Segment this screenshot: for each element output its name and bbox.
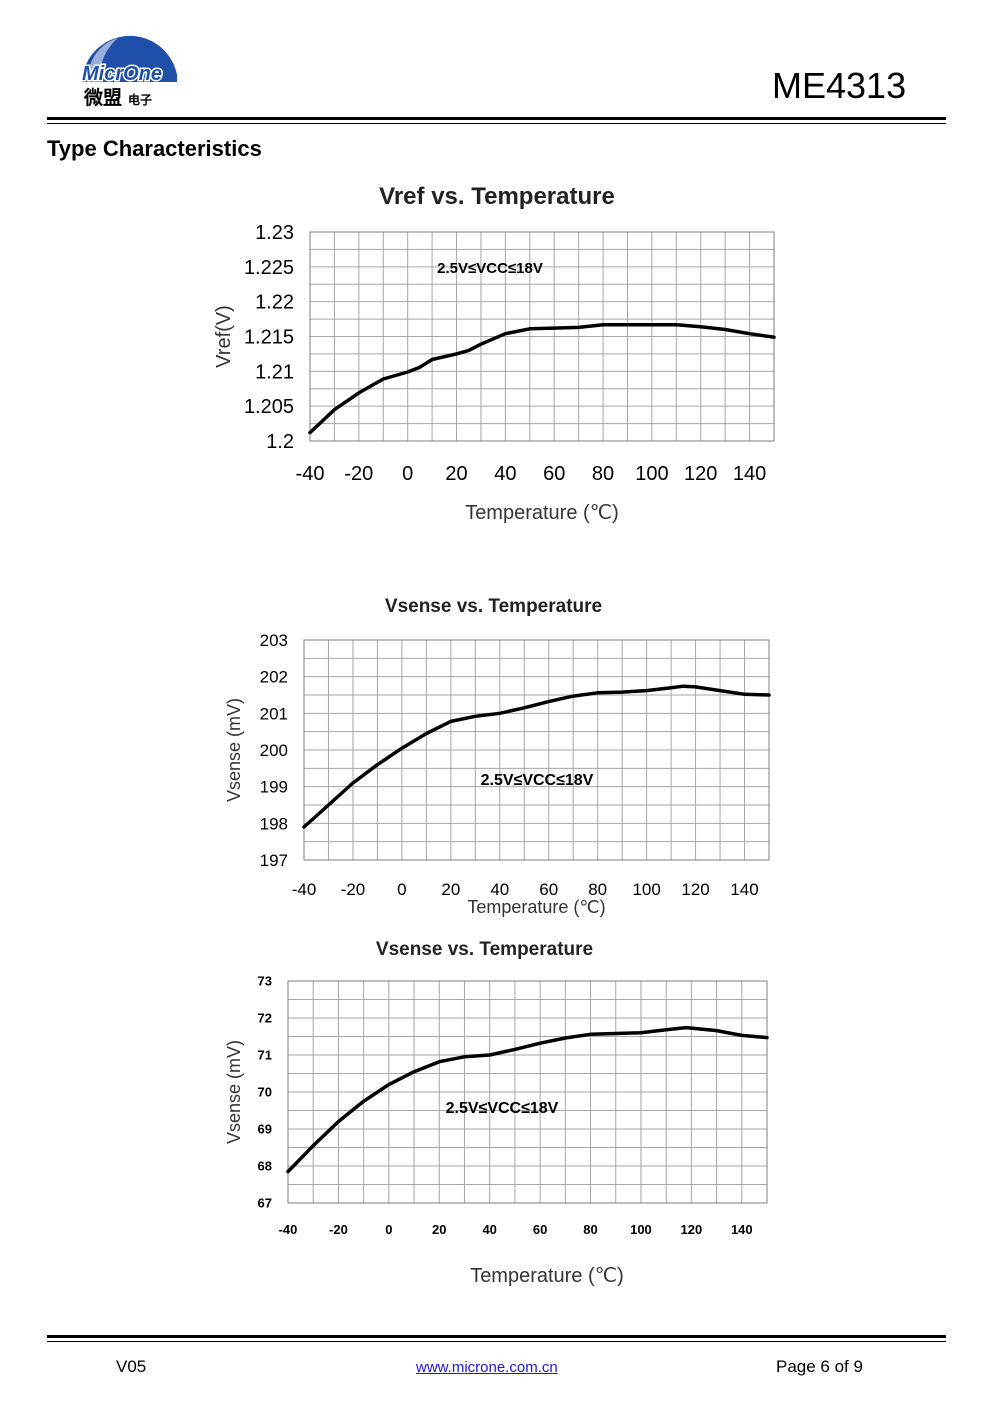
y-tick-label: 1.205 <box>244 396 294 418</box>
plot-border <box>303 639 770 861</box>
y-tick-label: 69 <box>258 1122 272 1137</box>
x-tick-label: 20 <box>441 880 460 899</box>
x-tick-label: -20 <box>341 880 366 899</box>
y-tick-label: 68 <box>258 1159 272 1174</box>
part-number: ME4313 <box>772 65 907 106</box>
x-tick-label: 60 <box>543 463 565 485</box>
x-tick-label: 140 <box>733 463 766 485</box>
x-tick-label: -20 <box>344 463 373 485</box>
condition-annotation: 2.5V≤VCC≤18V <box>481 772 594 789</box>
series-line <box>308 322 776 435</box>
y-tick-label: 72 <box>258 1011 272 1026</box>
x-tick-label: 0 <box>397 880 406 899</box>
x-tick-label: 120 <box>681 880 709 899</box>
y-tick-label: 1.2 <box>266 431 294 453</box>
x-tick-label: 100 <box>632 880 660 899</box>
x-axis-label: Temperature (℃) <box>467 897 605 917</box>
x-tick-label: 140 <box>730 880 758 899</box>
y-axis-label: Vsense (mV) <box>224 698 244 802</box>
plot-border <box>287 980 768 1204</box>
footer-version: V05 <box>116 1357 147 1376</box>
x-tick-label: 0 <box>385 1222 392 1237</box>
x-tick-label: 60 <box>533 1222 547 1237</box>
x-tick-label: 40 <box>490 880 509 899</box>
footer-rule-thick <box>47 1335 946 1338</box>
x-tick-label: 40 <box>482 1222 496 1237</box>
y-tick-label: 202 <box>260 668 288 687</box>
x-tick-label: 80 <box>588 880 607 899</box>
y-tick-label: 199 <box>260 778 288 797</box>
y-tick-label: 70 <box>258 1085 272 1100</box>
y-axis-label: Vref(V) <box>213 305 235 368</box>
x-tick-label: -20 <box>329 1222 348 1237</box>
y-tick-label: 1.21 <box>255 361 294 383</box>
y-tick-label: 200 <box>260 741 288 760</box>
y-tick-label: 73 <box>258 974 272 989</box>
series-line <box>302 684 771 829</box>
x-tick-label: 0 <box>402 463 413 485</box>
x-tick-label: 80 <box>583 1222 597 1237</box>
footer-rule-thin <box>47 1341 946 1342</box>
series-line <box>286 1025 769 1174</box>
x-axis-label: Temperature (℃) <box>470 1265 624 1287</box>
y-tick-label: 1.225 <box>244 257 294 279</box>
chart-title: Vsense vs. Temperature <box>385 596 602 617</box>
logo-text: MicrOne <box>82 63 162 85</box>
header-rule-thick <box>47 117 946 120</box>
x-tick-label: 80 <box>592 463 614 485</box>
x-tick-label: 140 <box>731 1222 753 1237</box>
logo-cn-small: 电子 <box>128 92 152 107</box>
condition-annotation: 2.5V≤VCC≤18V <box>437 260 543 277</box>
y-tick-label: 201 <box>260 704 288 723</box>
y-tick-label: 1.23 <box>255 222 294 244</box>
y-tick-label: 1.22 <box>255 292 294 314</box>
x-tick-label: 120 <box>681 1222 703 1237</box>
y-tick-label: 203 <box>260 631 288 650</box>
footer-page-number: Page 6 of 9 <box>776 1357 863 1376</box>
chart-title: Vref vs. Temperature <box>379 183 615 210</box>
x-tick-label: 100 <box>635 463 668 485</box>
microne-logo: MicrOne 微盟 电子 <box>78 20 180 110</box>
condition-annotation: 2.5V≤VCC≤18V <box>446 1100 559 1117</box>
x-tick-label: 40 <box>494 463 516 485</box>
y-tick-label: 71 <box>258 1048 272 1063</box>
y-tick-label: 1.215 <box>244 327 294 349</box>
x-tick-label: 20 <box>432 1222 446 1237</box>
x-tick-label: 20 <box>445 463 467 485</box>
x-tick-label: -40 <box>279 1222 298 1237</box>
x-tick-label: 60 <box>539 880 558 899</box>
footer-website-link[interactable]: www.microne.com.cn <box>416 1359 558 1376</box>
x-tick-label: -40 <box>292 880 317 899</box>
chart-vref-vs-temperature: 1.23 1.225 1.22 1.215 1.21 1.205 1.2-40 -20 0 20 4… <box>213 183 776 524</box>
logo-cn: 微盟 <box>83 86 122 109</box>
chart-vsense-vs-temperature-1: 203 202 201 200 199 198 197-40 -20 0 20 40 60 80 100 1… <box>224 596 771 917</box>
header-rule-thin <box>47 123 946 124</box>
chart-vsense-vs-temperature-2: 73 72 71 70 69 68 67 -40 -20 0 20 40 60 80 100 120 140 Vs… <box>224 939 769 1287</box>
section-title: Type Characteristics <box>47 136 262 161</box>
y-tick-label: 67 <box>258 1196 272 1211</box>
chart-title: Vsense vs. Temperature <box>376 939 593 960</box>
x-tick-label: -40 <box>296 463 325 485</box>
x-axis-label: Temperature (℃) <box>465 502 619 524</box>
x-tick-label: 100 <box>630 1222 652 1237</box>
y-axis-label: Vsense (mV) <box>224 1040 244 1144</box>
x-tick-label: 120 <box>684 463 717 485</box>
y-tick-label: 198 <box>260 814 288 833</box>
y-tick-label: 197 <box>260 851 288 870</box>
